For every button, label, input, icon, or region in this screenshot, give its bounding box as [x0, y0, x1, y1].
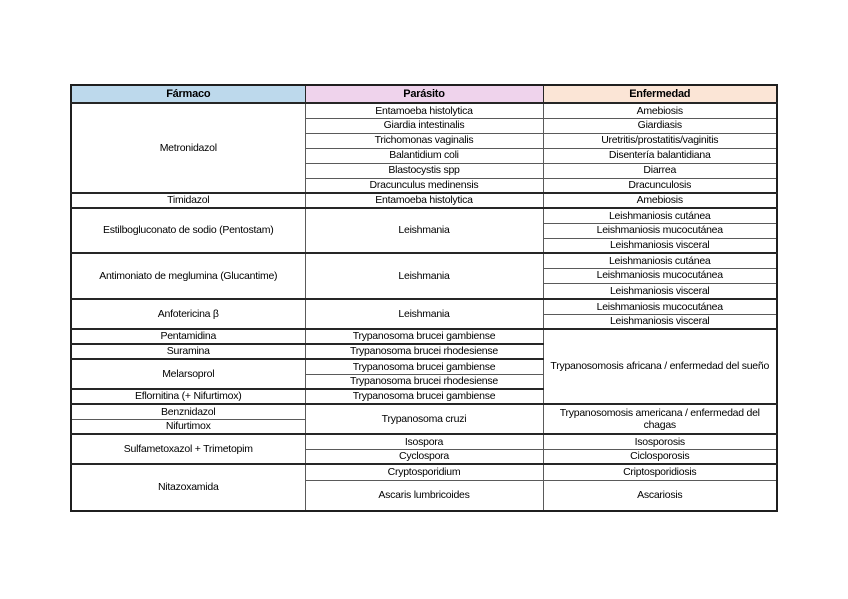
- column-header-enfermedad: Enfermedad: [542, 84, 778, 104]
- cell-enfermedad: Leishmaniosis cutánea: [542, 252, 778, 269]
- table-header: Fármaco Parásito Enfermedad: [70, 84, 778, 104]
- cell-enfermedad: Dracunculosis: [542, 177, 778, 194]
- header-row: Fármaco Parásito Enfermedad: [70, 84, 778, 104]
- cell-parasito: Trichomonas vaginalis: [304, 132, 544, 149]
- table-row: Nitazoxamida Cryptosporidium Criptosporidi…: [70, 463, 778, 512]
- cell-parasito: Balantidium coli: [304, 147, 544, 164]
- cell-enfermedad: Amebiosis: [542, 102, 778, 119]
- table-row: Anfotericina β Leishmania Leishmaniosis mu…: [70, 298, 778, 330]
- cell-farmaco: Nifurtimox: [70, 418, 306, 435]
- table-row: Sulfametoxazol + Trimetopim Isospora Isosp…: [70, 433, 778, 465]
- cell-farmaco: Sulfametoxazol + Trimetopim: [70, 433, 306, 465]
- cell-parasito: Leishmania: [304, 207, 544, 254]
- cell-parasito: Entamoeba histolytica: [304, 192, 544, 209]
- table-row: Dracunculus medinensis Dracunculosis: [71, 177, 778, 194]
- cell-farmaco: Melarsoprol: [70, 358, 306, 390]
- column-header-parasito: Parásito: [304, 84, 544, 104]
- cell-enfermedad: Leishmaniosis visceral: [542, 237, 778, 254]
- table-row: Leishmaniosis visceral: [71, 282, 778, 300]
- cell-parasito: Cyclospora: [304, 448, 544, 465]
- cell-parasito: Trypanosoma brucei rhodesiense: [304, 343, 544, 360]
- cell-farmaco: Metronidazol: [70, 102, 306, 194]
- cell-parasito: Trypanosoma cruzi: [304, 403, 544, 435]
- table-body: Metronidazol Entamoeba histolytica Amebios…: [70, 102, 778, 512]
- cell-enfermedad: Trypanosomosis americana / enfermedad de…: [542, 403, 778, 435]
- cell-parasito: Blastocystis spp: [304, 162, 544, 179]
- cell-parasito: Dracunculus medinensis: [304, 177, 544, 194]
- cell-enfermedad: Ciclosporosis: [542, 448, 778, 465]
- cell-enfermedad: Amebiosis: [542, 192, 778, 209]
- table-row: Leishmaniosis mucocutánea: [71, 267, 778, 284]
- cell-enfermedad: Trypanosomosis africana / enfermedad del…: [542, 328, 778, 405]
- cell-parasito: Trypanosoma brucei gambiense: [304, 388, 544, 405]
- cell-parasito: Trypanosoma brucei rhodesiense: [304, 373, 544, 390]
- cell-enfermedad: Leishmaniosis visceral: [542, 282, 778, 300]
- cell-farmaco: Suramina: [70, 343, 306, 360]
- table-row: Estilbogluconato de sodio (Pentostam) Lei…: [70, 207, 778, 254]
- cell-enfermedad: Giardiasis: [542, 117, 778, 134]
- table-row: Balantidium coli Disentería balantidiana: [71, 147, 778, 164]
- cell-farmaco: Antimoniato de meglumina (Glucantime): [70, 252, 306, 300]
- cell-enfermedad: Leishmaniosis mucocutánea: [542, 222, 778, 239]
- table-row: Timidazol Entamoeba histolytica Amebiosis: [70, 192, 778, 209]
- cell-farmaco: Anfotericina β: [70, 298, 306, 330]
- table-row: Metronidazol Entamoeba histolytica Amebios…: [70, 102, 778, 194]
- cell-enfermedad: Ascariosis: [542, 479, 778, 512]
- cell-enfermedad: Diarrea: [542, 162, 778, 179]
- cell-enfermedad: Leishmaniosis mucocutánea: [542, 267, 778, 284]
- cell-farmaco: Estilbogluconato de sodio (Pentostam): [70, 207, 306, 254]
- table-row: Ascaris lumbricoides Ascariosis: [71, 479, 778, 512]
- cell-farmaco: Benznidazol: [70, 403, 306, 420]
- cell-parasito: Trypanosoma brucei gambiense: [304, 328, 544, 345]
- cell-enfermedad: Leishmaniosis mucocutánea: [542, 298, 778, 315]
- cell-parasito: Cryptosporidium: [304, 463, 544, 481]
- cell-farmaco: Eflornitina (+ Nifurtimox): [70, 388, 306, 405]
- cell-parasito: Leishmania: [304, 252, 544, 300]
- cell-enfermedad: Criptosporidiosis: [542, 463, 778, 481]
- cell-parasito: Leishmania: [304, 298, 544, 330]
- cell-enfermedad: Leishmaniosis visceral: [542, 313, 778, 330]
- table-row: Pentamidina Trypanosoma brucei gambiense T…: [70, 328, 778, 405]
- table-row: Suramina Trypanosoma brucei rhodesiense: [70, 343, 777, 360]
- drug-table: Fármaco Parásito Enfermedad Metronidazol En…: [70, 84, 778, 512]
- cell-parasito: Isospora: [304, 433, 544, 450]
- cell-farmaco: Pentamidina: [70, 328, 306, 345]
- cell-parasito: Trypanosoma brucei gambiense: [304, 358, 544, 375]
- cell-parasito: Giardia intestinalis: [304, 117, 544, 134]
- table-row: Antimoniato de meglumina (Glucantime) Lei…: [70, 252, 778, 300]
- cell-parasito: Entamoeba histolytica: [304, 102, 544, 119]
- cell-enfermedad: Leishmaniosis cutánea: [542, 207, 778, 224]
- cell-enfermedad: Isosporosis: [542, 433, 778, 450]
- table-row: Benznidazol Trypanosoma cruzi Trypanosomos…: [70, 403, 778, 435]
- cell-enfermedad: Disentería balantidiana: [542, 147, 778, 164]
- column-header-farmaco: Fármaco: [70, 84, 306, 104]
- cell-farmaco: Timidazol: [70, 192, 306, 209]
- cell-enfermedad: Uretritis/prostatitis/vaginitis: [542, 132, 778, 149]
- cell-farmaco: Nitazoxamida: [70, 463, 306, 512]
- cell-parasito: Ascaris lumbricoides: [304, 479, 544, 512]
